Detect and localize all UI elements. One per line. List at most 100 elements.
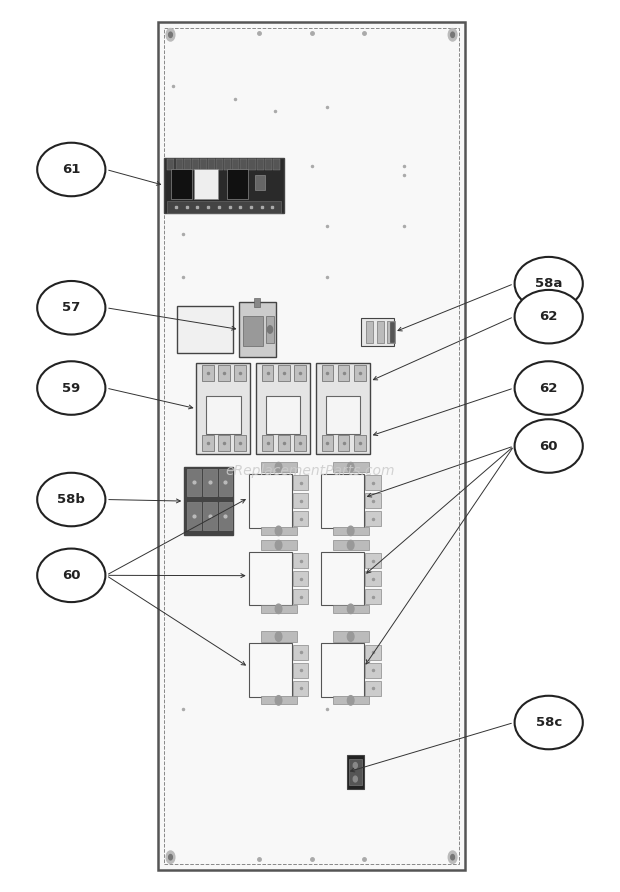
- Bar: [254, 298, 260, 308]
- Bar: [216, 159, 223, 170]
- Bar: [249, 474, 292, 527]
- Bar: [366, 321, 373, 343]
- Bar: [234, 365, 246, 381]
- Bar: [232, 159, 239, 170]
- Bar: [333, 697, 369, 705]
- Circle shape: [353, 763, 357, 768]
- Ellipse shape: [37, 473, 105, 526]
- Bar: [365, 553, 381, 568]
- Bar: [365, 663, 381, 678]
- Ellipse shape: [515, 257, 583, 310]
- Bar: [243, 316, 264, 346]
- Bar: [260, 605, 296, 613]
- Bar: [293, 511, 309, 526]
- Bar: [255, 175, 265, 190]
- Bar: [322, 435, 334, 450]
- Bar: [376, 321, 384, 343]
- Bar: [293, 571, 309, 586]
- Circle shape: [275, 604, 282, 614]
- Bar: [294, 365, 306, 381]
- Bar: [333, 632, 369, 642]
- Bar: [260, 632, 296, 642]
- Text: J4C: J4C: [236, 154, 264, 169]
- Bar: [365, 589, 381, 604]
- Bar: [321, 552, 364, 606]
- Bar: [257, 159, 264, 170]
- Circle shape: [448, 851, 457, 863]
- Bar: [224, 159, 231, 170]
- Ellipse shape: [37, 281, 105, 334]
- Circle shape: [275, 526, 282, 535]
- Bar: [293, 681, 309, 696]
- Ellipse shape: [37, 549, 105, 602]
- Circle shape: [451, 32, 454, 37]
- Circle shape: [347, 696, 354, 705]
- Bar: [260, 540, 296, 550]
- Bar: [187, 502, 201, 530]
- Bar: [208, 159, 215, 170]
- Ellipse shape: [37, 361, 105, 415]
- Bar: [184, 159, 191, 170]
- Bar: [354, 365, 366, 381]
- Bar: [278, 365, 290, 381]
- Text: 62: 62: [539, 382, 558, 394]
- Bar: [293, 589, 309, 604]
- Bar: [273, 159, 280, 170]
- Bar: [326, 396, 360, 434]
- Bar: [293, 475, 309, 491]
- Bar: [194, 169, 218, 199]
- Bar: [365, 645, 381, 660]
- Bar: [333, 605, 369, 613]
- Bar: [170, 169, 192, 199]
- Bar: [256, 363, 310, 455]
- Bar: [365, 511, 381, 526]
- Bar: [321, 474, 364, 527]
- Ellipse shape: [515, 361, 583, 415]
- Bar: [278, 435, 290, 450]
- Bar: [365, 681, 381, 696]
- Bar: [293, 645, 309, 660]
- Text: 62: 62: [539, 310, 558, 323]
- Circle shape: [275, 462, 282, 472]
- Bar: [333, 462, 369, 473]
- Bar: [266, 396, 300, 434]
- Circle shape: [275, 541, 282, 549]
- Text: 60: 60: [539, 440, 558, 452]
- Circle shape: [347, 632, 354, 641]
- Bar: [226, 169, 248, 199]
- Bar: [202, 435, 214, 450]
- Text: eReplacementParts.com: eReplacementParts.com: [225, 464, 395, 478]
- Bar: [175, 159, 183, 170]
- Text: 61: 61: [62, 163, 81, 176]
- Bar: [262, 365, 273, 381]
- Text: 58c: 58c: [536, 716, 562, 729]
- Bar: [200, 159, 207, 170]
- Text: 59: 59: [62, 382, 81, 394]
- Bar: [293, 663, 309, 678]
- Bar: [349, 759, 361, 785]
- Bar: [202, 365, 214, 381]
- Bar: [219, 468, 232, 496]
- Bar: [293, 553, 309, 568]
- Bar: [347, 756, 364, 789]
- Bar: [321, 643, 364, 697]
- Bar: [260, 697, 296, 705]
- Bar: [177, 306, 233, 352]
- Circle shape: [169, 855, 172, 860]
- Circle shape: [275, 632, 282, 641]
- Bar: [361, 318, 394, 346]
- Bar: [167, 201, 281, 213]
- Circle shape: [166, 851, 175, 863]
- Bar: [239, 301, 277, 357]
- Bar: [265, 159, 272, 170]
- Circle shape: [347, 526, 354, 535]
- Circle shape: [347, 462, 354, 472]
- Bar: [192, 159, 199, 170]
- Bar: [206, 396, 241, 434]
- Bar: [260, 527, 296, 535]
- Circle shape: [347, 604, 354, 614]
- Bar: [167, 159, 174, 170]
- Bar: [249, 552, 292, 606]
- Ellipse shape: [515, 696, 583, 749]
- Bar: [338, 435, 350, 450]
